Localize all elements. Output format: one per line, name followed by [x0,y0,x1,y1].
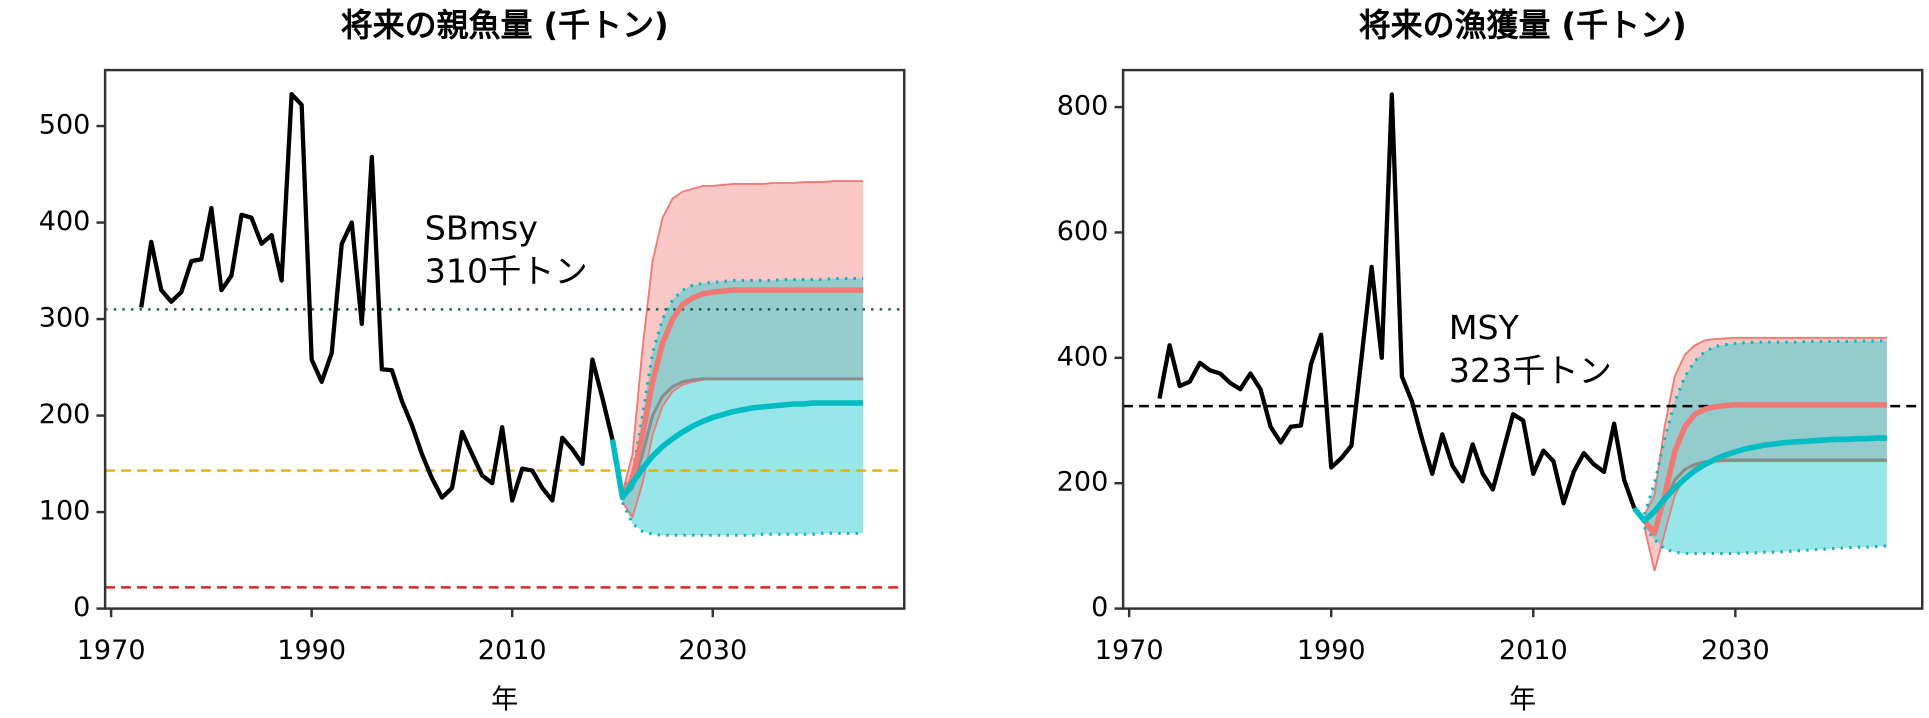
y-tick-label: 400 [1057,341,1109,372]
history-line [1157,92,1637,510]
annotation: SBmsy [425,208,538,247]
y-tick-label: 800 [1057,91,1109,122]
plot-frame [103,68,906,610]
y-tick-label: 200 [39,399,91,430]
y-tick-label: 400 [39,206,91,237]
y-tick-label: 0 [73,592,90,623]
band-edge [1643,526,1887,555]
projection-line [1632,435,1887,524]
y-tick-label: 0 [1091,592,1108,623]
projection-line [621,377,864,499]
plot-area [105,92,905,589]
y-tick-label: 100 [39,496,91,527]
y-tick-label: 200 [1057,467,1109,498]
chart: 0 200 400 600 800 1970 1990 2010 2030 将来の漁獲量 (千トン… [1057,6,1924,715]
x-axis-label: 年 [1509,684,1536,715]
chart-title: 将来の親魚量 (千トン) [341,6,669,44]
y-tick-label: 300 [39,303,91,334]
x-tick-label: 1970 [1095,635,1164,666]
band-edge [1643,336,1887,515]
x-tick-label: 2030 [1701,635,1770,666]
band-edge [621,501,864,537]
x-axis-label: 年 [491,684,518,715]
band-edge [1642,339,1887,516]
y-tick-label: 500 [39,110,91,141]
band-edge [621,276,864,494]
annotation: 310千トン [425,251,588,290]
x-tick-label: 1990 [1297,635,1366,666]
projection-line [1643,458,1887,532]
chart-title: 将来の漁獲量 (千トン) [1359,6,1687,44]
annotation: MSY [1449,308,1520,347]
projection-line [1642,402,1887,537]
chart: 0 100 200 300 400 500 1970 1990 2010 2030 将来の親魚量 (… [39,6,906,715]
x-tick-label: 1990 [277,635,346,666]
history-line [139,92,615,503]
plot-frame [1121,68,1924,610]
x-tick-label: 2010 [1499,635,1568,666]
x-tick-label: 1970 [77,635,146,666]
projection-line [620,287,864,499]
y-tick-label: 600 [1057,216,1109,247]
x-tick-label: 2010 [478,635,547,666]
projection-line [609,400,864,501]
annotation: 323千トン [1449,351,1612,390]
band-edge [621,180,864,494]
x-tick-label: 2030 [678,635,747,666]
plot-area [1123,92,1923,572]
